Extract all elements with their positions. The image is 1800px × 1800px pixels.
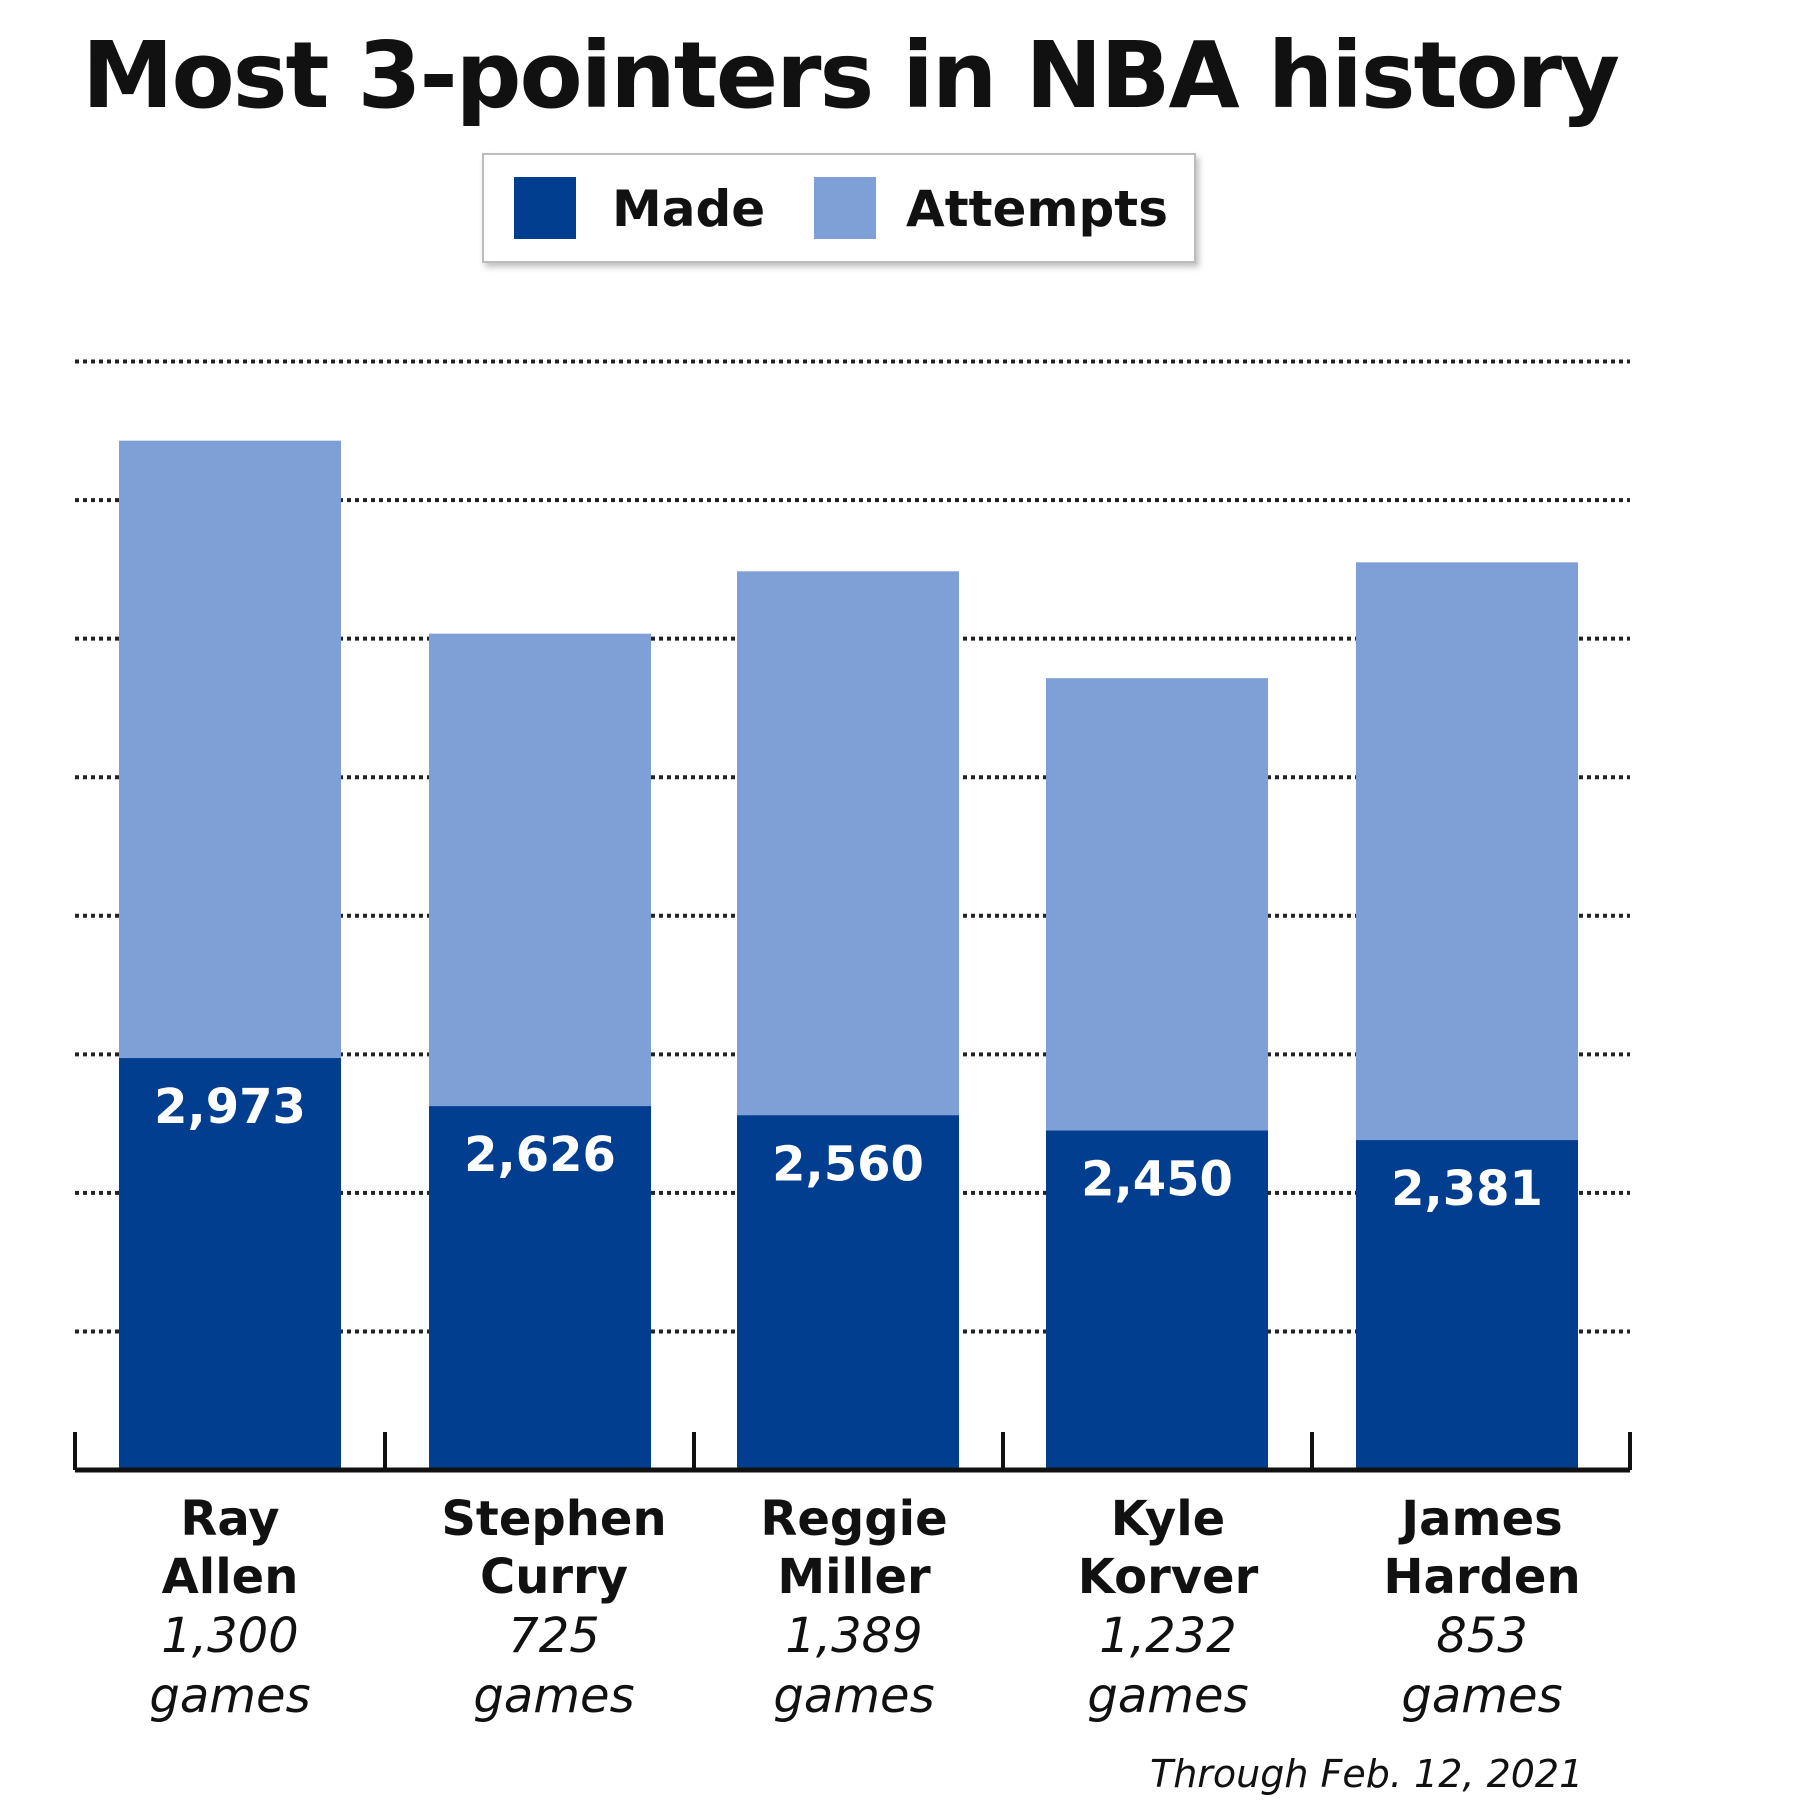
player-games-unit: games bbox=[1401, 1668, 1563, 1724]
bar-made bbox=[119, 1058, 341, 1470]
data-label-made: 2,450 bbox=[1081, 1152, 1233, 1208]
legend-swatch-attempts bbox=[814, 177, 876, 239]
bar-made bbox=[1356, 1140, 1578, 1470]
player-games-count: 1,300 bbox=[161, 1608, 299, 1664]
player-games-unit: games bbox=[1087, 1668, 1249, 1724]
player-first-name: Reggie bbox=[760, 1491, 948, 1547]
player-label-kyle-korver: Kyle Korver 1,232 games bbox=[1018, 1490, 1318, 1726]
player-first-name: Kyle bbox=[1110, 1491, 1226, 1547]
legend: Made Attempts bbox=[482, 153, 1196, 263]
player-last-name: Miller bbox=[777, 1549, 931, 1605]
legend-label-made: Made bbox=[612, 180, 766, 238]
data-label-made: 2,381 bbox=[1391, 1161, 1543, 1217]
player-games-count: 725 bbox=[508, 1608, 600, 1664]
data-label-made: 2,973 bbox=[154, 1079, 306, 1135]
bar-made bbox=[1046, 1130, 1268, 1470]
bar-made bbox=[429, 1106, 651, 1470]
player-first-name: Stephen bbox=[441, 1491, 667, 1547]
player-games-count: 853 bbox=[1436, 1608, 1528, 1664]
player-last-name: Allen bbox=[161, 1549, 299, 1605]
player-games-unit: games bbox=[149, 1668, 311, 1724]
data-label-made: 2,626 bbox=[464, 1127, 616, 1183]
player-last-name: Harden bbox=[1383, 1549, 1581, 1605]
player-first-name: Ray bbox=[180, 1491, 280, 1547]
data-label-made: 2,560 bbox=[772, 1136, 924, 1192]
player-label-james-harden: James Harden 853 games bbox=[1332, 1490, 1632, 1726]
player-last-name: Curry bbox=[479, 1549, 629, 1605]
player-games-count: 1,389 bbox=[785, 1608, 923, 1664]
legend-swatch-made bbox=[514, 177, 576, 239]
player-games-unit: games bbox=[473, 1668, 635, 1724]
chart-title: Most 3-pointers in NBA history bbox=[81, 22, 1620, 129]
footnote: Through Feb. 12, 2021 bbox=[1150, 1752, 1584, 1796]
player-games-unit: games bbox=[773, 1668, 935, 1724]
player-label-reggie-miller: Reggie Miller 1,389 games bbox=[704, 1490, 1004, 1726]
player-label-ray-allen: Ray Allen 1,300 games bbox=[80, 1490, 380, 1726]
legend-label-attempts: Attempts bbox=[906, 180, 1168, 238]
player-label-stephen-curry: Stephen Curry 725 games bbox=[404, 1490, 704, 1726]
bar-made bbox=[737, 1115, 959, 1470]
player-first-name: James bbox=[1401, 1491, 1563, 1547]
player-games-count: 1,232 bbox=[1099, 1608, 1237, 1664]
player-last-name: Korver bbox=[1077, 1549, 1259, 1605]
